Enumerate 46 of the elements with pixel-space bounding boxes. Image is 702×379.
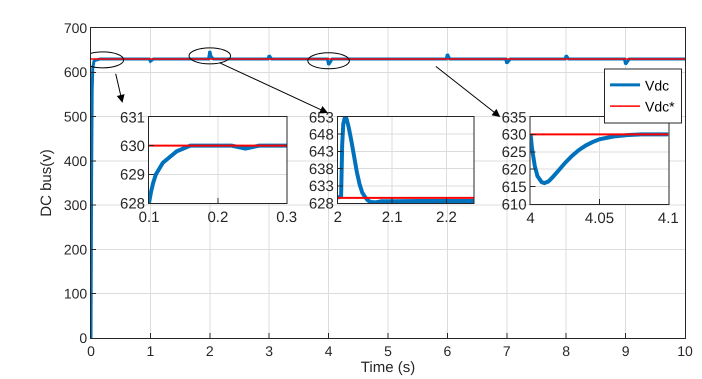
x-tick-label: 2.2 [436,209,457,226]
y-tick-label: 615 [502,178,527,196]
y-tick-label: 643 [308,144,334,161]
y-tick-label: 630 [120,138,146,155]
y-tick-label: 200 [64,241,88,258]
y-tick-label: 610 [502,196,527,214]
y-axis-title: DC bus(v) [38,149,56,217]
y-tick-label: 638 [308,160,334,178]
legend-label: Vdc* [645,98,676,115]
x-tick-label: 0.2 [207,209,228,226]
y-tick-label: 629 [120,166,146,184]
y-tick-label: 630 [502,126,527,144]
x-tick-label: 4.1 [658,210,679,227]
y-tick-label: 600 [64,64,88,80]
y-tick-label: 653 [308,109,334,126]
y-tick-label: 0 [79,330,88,346]
x-tick-label: 5 [384,342,392,359]
x-tick-label: 4 [324,342,333,359]
x-tick-label: 4.05 [584,210,614,227]
x-tick-label: 2.1 [382,209,403,226]
x-tick-label: 9 [622,342,630,359]
x-tick-label: 10 [677,342,693,359]
y-tick-label: 625 [502,144,527,162]
y-tick-label: 631 [120,109,146,126]
y-tick-label: 648 [308,126,334,144]
y-tick-label: 400 [64,152,88,169]
x-tick-label: 4 [526,210,535,227]
x-tick-label: 2 [206,342,214,359]
y-tick-label: 700 [64,20,88,36]
y-tick-label: 633 [308,178,334,196]
x-tick-label: 3 [265,342,274,359]
y-tick-label: 100 [64,286,88,302]
y-tick-label: 500 [64,108,88,124]
y-tick-label: 620 [502,161,527,178]
x-tick-label: 8 [562,342,570,359]
x-tick-label: 2 [334,209,342,226]
y-tick-label: 628 [308,195,334,212]
y-tick-label: 635 [502,109,527,126]
x-tick-label: 6 [444,342,452,359]
legend-label: Vdc [645,77,670,94]
line-series [338,117,474,203]
y-tick-label: 300 [64,197,88,214]
x-axis-title: Time (s) [360,358,416,376]
x-tick-label: 0.3 [276,209,298,226]
x-tick-label: 7 [502,342,511,359]
x-tick-label: 1 [146,342,154,359]
